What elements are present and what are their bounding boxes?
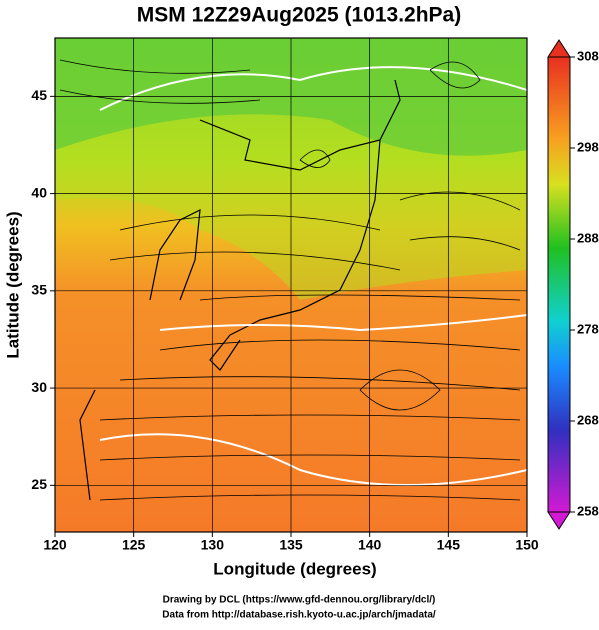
colorbar-tick-label: 258 [577, 503, 599, 518]
x-tick-label: 125 [122, 537, 146, 553]
y-tick-label: 45 [31, 87, 47, 103]
colorbar-max-arrow [547, 39, 571, 58]
y-axis-label: Latitude (degrees) [3, 211, 22, 358]
x-tick-label: 120 [43, 537, 67, 553]
colorbar-tick-label: 308 [577, 48, 599, 63]
colorbar-tick-label: 298 [577, 139, 599, 154]
title: MSM 12Z29Aug2025 (1013.2hPa) [137, 4, 461, 27]
credit: Drawing by DCL (https://www.gfd-dennou.o… [163, 595, 436, 606]
colorbar-tick-label: 288 [577, 230, 599, 245]
x-tick-label: 135 [279, 537, 303, 553]
colorbar-min-arrow [547, 511, 571, 530]
colorbar [547, 56, 571, 513]
colorbar-tick-label: 278 [577, 321, 599, 336]
y-tick-label: 35 [31, 282, 47, 298]
y-tick-label: 40 [31, 184, 47, 200]
y-tick-label: 25 [31, 476, 47, 492]
x-tick-label: 145 [437, 537, 461, 553]
y-tick-label: 30 [31, 379, 47, 395]
x-axis-label: Longitude (degrees) [213, 559, 376, 578]
credit: Data from http://database.rish.kyoto-u.a… [162, 610, 436, 621]
x-tick-label: 150 [515, 537, 539, 553]
colorbar-tick-label: 268 [577, 412, 599, 427]
x-tick-label: 130 [201, 537, 225, 553]
x-tick-label: 140 [358, 537, 382, 553]
